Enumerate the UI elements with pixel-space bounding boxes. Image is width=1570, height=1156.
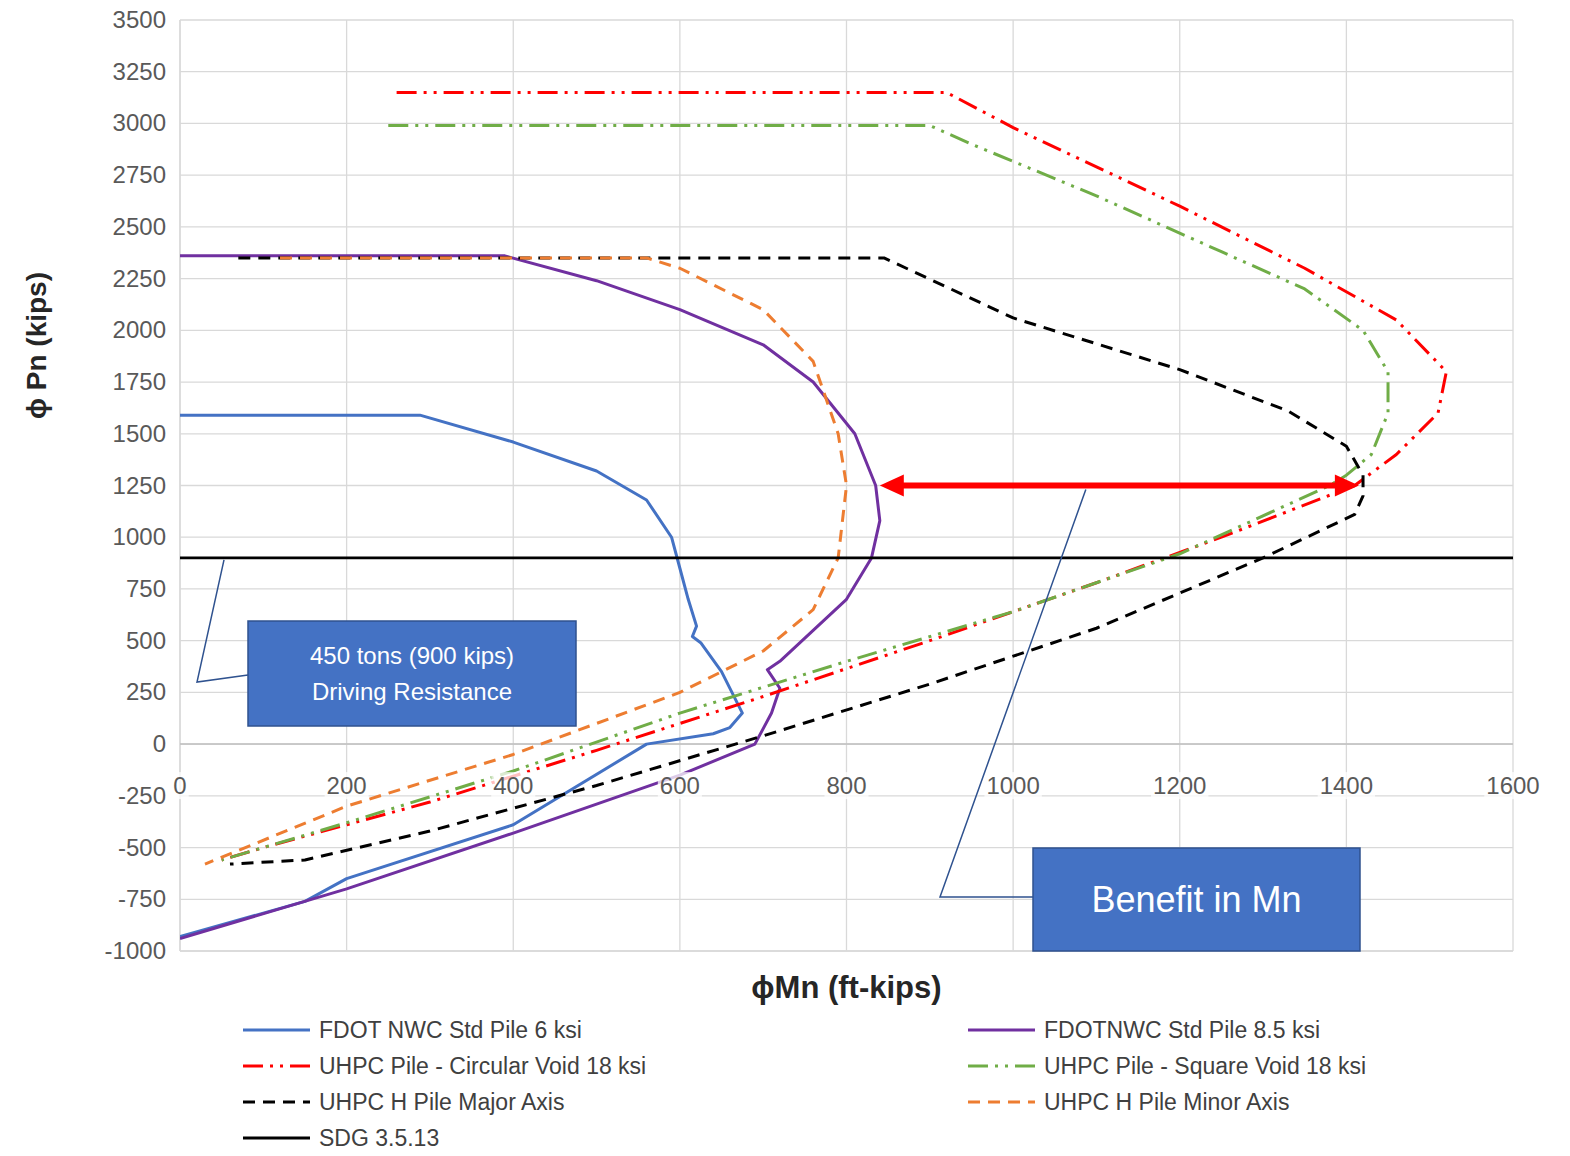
annotation-text: 450 tons (900 kips) bbox=[310, 642, 514, 669]
x-tick-label: 1400 bbox=[1320, 772, 1373, 799]
legend-swatch bbox=[243, 1029, 310, 1032]
label-patch bbox=[491, 772, 535, 799]
y-tick-label: 2250 bbox=[113, 265, 166, 292]
grid-line-y bbox=[180, 123, 1513, 124]
grid-line-y bbox=[180, 743, 1513, 744]
annotation: Benefit in Mn bbox=[1033, 848, 1360, 951]
annotation-box bbox=[248, 621, 576, 726]
legend-swatch bbox=[243, 1065, 310, 1068]
y-axis-line bbox=[179, 20, 180, 951]
grid-line-y bbox=[180, 278, 1513, 279]
chart: -1000 -750 -500 -250 0 250 500 750 1000 1250 1500 1… bbox=[0, 0, 1570, 1156]
legend: FDOT NWC Std Pile 6 ksi FDOTNWC Std Pile … bbox=[243, 1017, 1366, 1151]
annotation-box bbox=[1033, 848, 1360, 951]
y-tick-label: 750 bbox=[126, 575, 166, 602]
legend-label: FDOT NWC Std Pile 6 ksi bbox=[319, 1017, 582, 1043]
y-tick-label: -500 bbox=[118, 834, 166, 861]
grid-line-y bbox=[180, 330, 1513, 331]
series-line bbox=[230, 258, 1363, 864]
grid-line-y bbox=[180, 381, 1513, 382]
label-patch bbox=[171, 772, 188, 799]
x-tick-label: 1600 bbox=[1486, 772, 1539, 799]
x-tick-label: 200 bbox=[327, 772, 367, 799]
series-line bbox=[180, 256, 880, 939]
grid-line-y bbox=[180, 175, 1513, 176]
series-line bbox=[180, 557, 1513, 560]
legend-label: UHPC H Pile Major Axis bbox=[319, 1089, 564, 1115]
x-tick-label: 1200 bbox=[1153, 772, 1206, 799]
y-tick-label: 0 bbox=[153, 730, 166, 757]
series-line bbox=[180, 415, 742, 936]
x-tick-label: 600 bbox=[660, 772, 700, 799]
x-axis-line bbox=[180, 743, 1513, 745]
label-patch bbox=[1318, 772, 1375, 799]
label-patch bbox=[658, 772, 702, 799]
y-axis-title: ϕ Pn (kips) bbox=[21, 272, 52, 419]
legend-label: FDOTNWC Std Pile 8.5 ksi bbox=[1044, 1017, 1320, 1043]
legend-label: SDG 3.5.13 bbox=[319, 1125, 439, 1151]
series-group bbox=[180, 92, 1513, 938]
y-tick-label: 1250 bbox=[113, 472, 166, 499]
series-line bbox=[205, 258, 847, 864]
legend-label: UHPC Pile - Circular Void 18 ksi bbox=[319, 1053, 646, 1079]
legend-swatch bbox=[243, 1101, 310, 1104]
y-tick-label: 2750 bbox=[113, 161, 166, 188]
legend-label: UHPC Pile - Square Void 18 ksi bbox=[1044, 1053, 1366, 1079]
y-tick-label: 3000 bbox=[113, 109, 166, 136]
x-axis-title: ϕMn (ft-kips) bbox=[751, 970, 941, 1005]
x-tick-label: 800 bbox=[826, 772, 866, 799]
grid-line-y bbox=[180, 537, 1513, 538]
grid-line-y bbox=[180, 71, 1513, 72]
legend-swatch bbox=[968, 1101, 1035, 1104]
x-tick-label: 1000 bbox=[986, 772, 1039, 799]
legend-label: UHPC H Pile Minor Axis bbox=[1044, 1089, 1289, 1115]
arrow-head bbox=[1335, 475, 1359, 497]
y-tick-label: -1000 bbox=[105, 937, 166, 964]
legend-swatch bbox=[243, 1137, 310, 1140]
leader-line bbox=[197, 560, 248, 682]
label-patch bbox=[1151, 772, 1208, 799]
annotation-text: Benefit in Mn bbox=[1091, 879, 1301, 920]
label-patch bbox=[1484, 772, 1541, 799]
y-tick-label: 3250 bbox=[113, 58, 166, 85]
series-line bbox=[222, 92, 1447, 860]
y-tick-label: -750 bbox=[118, 885, 166, 912]
y-tick-label: 500 bbox=[126, 627, 166, 654]
y-tick-label: -250 bbox=[118, 782, 166, 809]
y-tick-label: 2500 bbox=[113, 213, 166, 240]
grid-line-y bbox=[180, 19, 1513, 20]
y-tick-label: 250 bbox=[126, 678, 166, 705]
annotation-text: Driving Resistance bbox=[312, 678, 512, 705]
y-tick-label: 2000 bbox=[113, 316, 166, 343]
legend-swatch bbox=[968, 1065, 1035, 1068]
legend-swatch bbox=[968, 1029, 1035, 1032]
y-tick-label: 1750 bbox=[113, 368, 166, 395]
grid-line-y bbox=[180, 226, 1513, 227]
arrow-head bbox=[880, 475, 904, 497]
series-line bbox=[222, 126, 1388, 860]
label-patch bbox=[984, 772, 1041, 799]
y-tick-label: 1000 bbox=[113, 523, 166, 550]
annotation: 450 tons (900 kips) Driving Resistance bbox=[248, 621, 576, 726]
grid-line-y bbox=[180, 485, 1513, 486]
grid-line-y bbox=[180, 433, 1513, 434]
label-patch bbox=[824, 772, 868, 799]
x-tick-labels: 0 200 400 600 800 1000 1200 1400 1600 bbox=[171, 772, 1541, 799]
y-tick-label: 1500 bbox=[113, 420, 166, 447]
x-tick-label: 0 bbox=[173, 772, 186, 799]
leader-line bbox=[940, 490, 1086, 898]
label-patch bbox=[325, 772, 369, 799]
grid-line-x bbox=[179, 20, 180, 951]
x-tick-label: 400 bbox=[493, 772, 533, 799]
benefit-arrow bbox=[902, 483, 1337, 489]
y-tick-label: 3500 bbox=[113, 6, 166, 33]
grid-line-y bbox=[180, 588, 1513, 589]
grid bbox=[180, 20, 1513, 951]
